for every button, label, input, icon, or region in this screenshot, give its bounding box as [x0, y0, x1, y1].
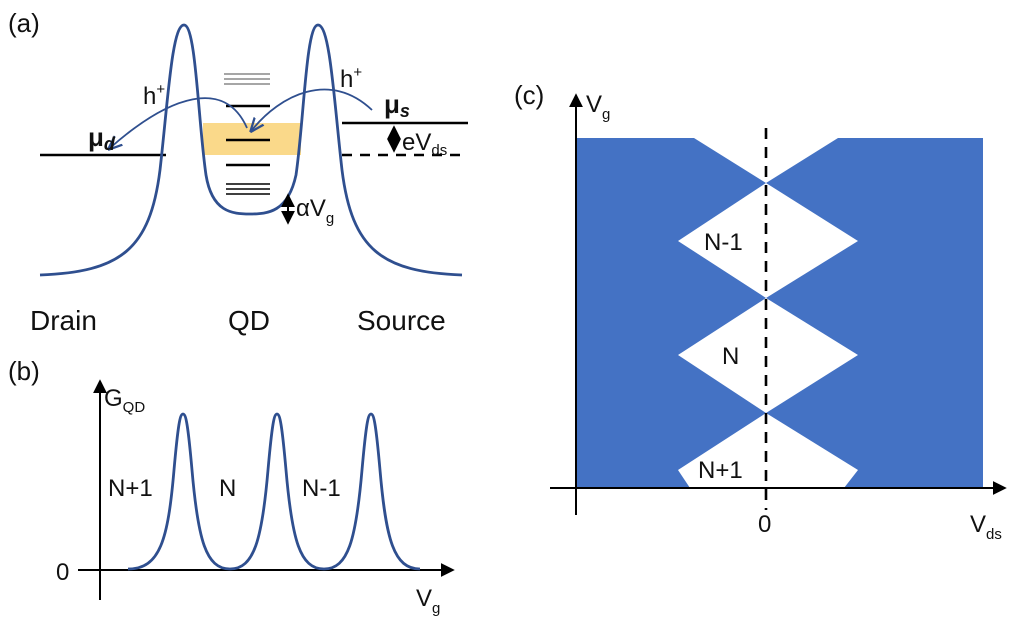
diamond-label-n-plus-1: N+1: [698, 457, 743, 484]
hole-label-right: h+: [340, 64, 362, 93]
region-label-n: N: [219, 475, 236, 502]
panel-a: (a) h+ h+ μd μs: [8, 8, 468, 336]
region-label-n-minus-1: N-1: [302, 475, 341, 502]
zero-label-b: 0: [56, 559, 69, 586]
diamond-n: [678, 298, 858, 413]
diamond-label-n-minus-1: N-1: [704, 229, 743, 256]
bias-label: eVds: [402, 129, 447, 159]
drain-label: Drain: [30, 305, 97, 336]
qd-label: QD: [228, 305, 270, 336]
qd-energy-levels: [224, 73, 270, 195]
conductance-peaks-curve: [127, 412, 421, 571]
mu-d-label: μd: [88, 122, 116, 154]
region-label-n-plus-1: N+1: [108, 475, 153, 502]
panel-b: (b) GQD Vg 0 N+1 N N-1: [8, 356, 455, 617]
hole-label-left: h+: [143, 81, 165, 110]
g-axis-label: GQD: [104, 385, 145, 416]
source-label: Source: [357, 305, 446, 336]
vds-axis-label: Vds: [970, 511, 1002, 543]
top-notch: [694, 138, 838, 183]
panel-b-label: (b): [8, 356, 40, 386]
hole-tunnel-arrow-right: [252, 88, 373, 130]
diamond-n-minus-1: [678, 183, 858, 298]
diamond-label-n: N: [722, 343, 739, 370]
gate-shift-label: αVg: [296, 195, 334, 227]
zero-label-c: 0: [758, 511, 771, 538]
panel-c-label: (c): [514, 80, 544, 110]
vg-axis-label-c: Vg: [586, 91, 610, 123]
panel-c: (c) Vg Vds 0 N-1 N N+1: [514, 80, 1007, 543]
potential-profile-curve: [39, 23, 463, 277]
vg-axis-label: Vg: [416, 585, 440, 617]
panel-a-label: (a): [8, 8, 40, 38]
hole-tunnel-arrow-left: [110, 97, 248, 148]
mu-s-label: μs: [384, 89, 410, 121]
diamond-n-plus-1: [678, 413, 858, 488]
